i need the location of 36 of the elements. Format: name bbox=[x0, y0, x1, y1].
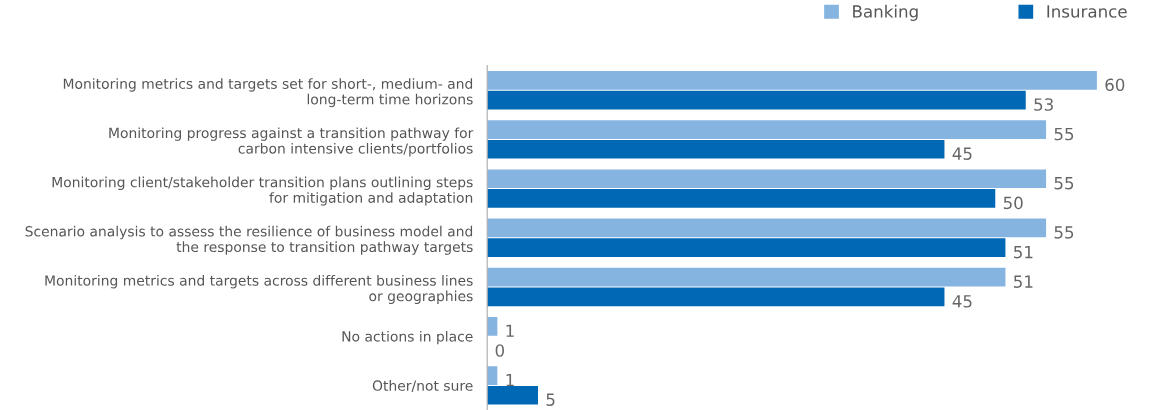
bar bbox=[487, 267, 1006, 287]
y-tick-label: Scenario analysis to assess the resilience of business model and the response to transition pathway targets bbox=[25, 225, 473, 255]
bar bbox=[487, 139, 945, 159]
y-tick-label: No actions in place bbox=[342, 330, 473, 345]
bar bbox=[487, 218, 1047, 238]
data-label: 50 bbox=[1003, 196, 1023, 210]
data-label: 55 bbox=[1054, 127, 1074, 141]
legend-label: Banking bbox=[853, 4, 918, 21]
bar bbox=[487, 90, 1026, 110]
data-label: 53 bbox=[1034, 98, 1053, 111]
data-label: 5 bbox=[546, 393, 555, 406]
bar bbox=[487, 366, 498, 385]
bar bbox=[487, 317, 498, 336]
legend-label: Insurance bbox=[1047, 5, 1127, 18]
data-label: 55 bbox=[1054, 226, 1074, 239]
data-label: 45 bbox=[952, 147, 972, 160]
data-label: 0 bbox=[495, 344, 505, 357]
bar bbox=[487, 385, 539, 405]
y-tick-label: Monitoring metrics and targets across different business lines or geographies bbox=[45, 275, 473, 304]
bar bbox=[487, 287, 945, 307]
data-label: 1 bbox=[506, 373, 514, 387]
y-tick-label: Monitoring metrics and targets set for short-, medium- and long-term time horizons bbox=[63, 78, 473, 108]
data-label: 51 bbox=[1014, 275, 1033, 288]
bar bbox=[487, 169, 1047, 189]
data-label: 45 bbox=[952, 295, 972, 308]
y-tick-label: Other/not sure bbox=[372, 380, 473, 392]
y-tick-label: Monitoring client/stakeholder transition plans outlining steps for mitigation and adaptation bbox=[52, 176, 473, 206]
bar bbox=[487, 238, 1006, 257]
data-label: 60 bbox=[1105, 78, 1125, 92]
bar bbox=[487, 120, 1047, 139]
bar bbox=[487, 71, 1097, 90]
data-label: 55 bbox=[1054, 177, 1074, 190]
data-label: 1 bbox=[506, 324, 514, 337]
y-tick-label: Monitoring progress against a transition pathway for carbon intensive clients/portfolios bbox=[109, 127, 474, 157]
data-label: 51 bbox=[1014, 245, 1033, 259]
bar bbox=[487, 189, 996, 208]
